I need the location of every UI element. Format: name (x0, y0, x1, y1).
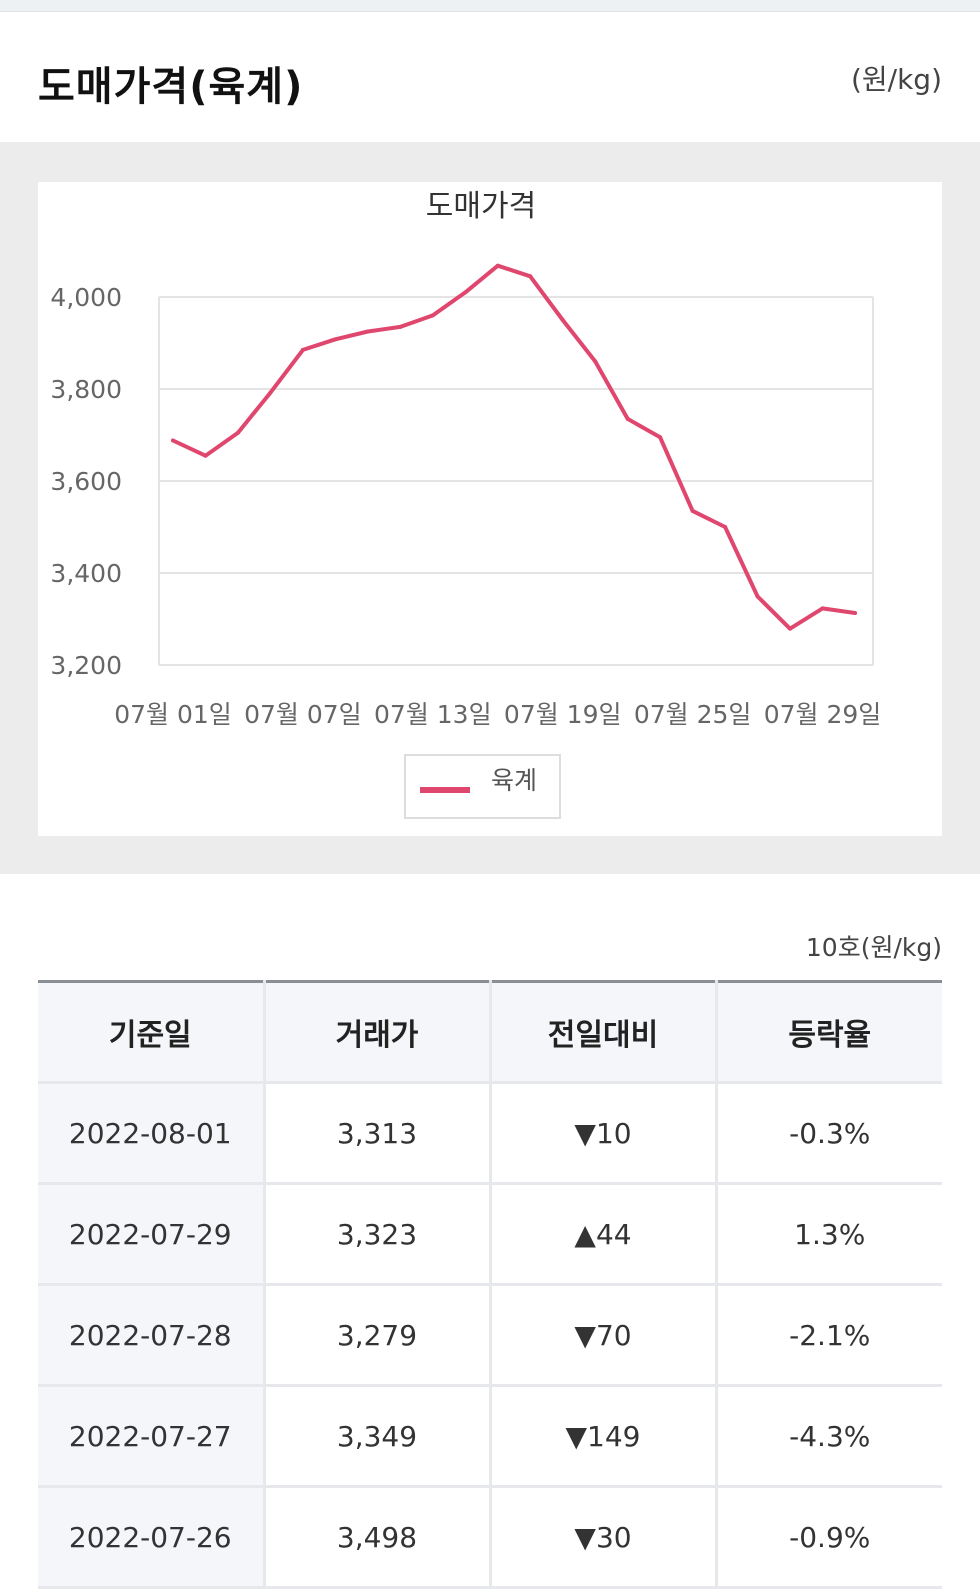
data-point (593, 359, 598, 364)
section-title: 도매가격(육계) (38, 64, 304, 110)
price-cell: 3,349 (264, 1385, 492, 1488)
x-tick-label: 07월 13일 (374, 700, 492, 729)
y-tick-label: 3,800 (50, 375, 122, 404)
x-tick-label: 07월 29일 (764, 700, 882, 729)
table-row: 2022-07-27 3,349 ▼149 -4.3% (38, 1385, 942, 1488)
x-tick-label: 07월 01일 (114, 700, 232, 729)
data-point (463, 290, 468, 295)
date-cell: 2022-08-01 (38, 1082, 266, 1185)
x-tick-label: 07월 19일 (504, 700, 622, 729)
data-point (853, 611, 857, 616)
price-cell: 3,498 (264, 1486, 492, 1589)
column-header-rate: 등락율 (716, 980, 942, 1084)
unit-label: (원/kg) (850, 63, 942, 96)
data-point (171, 438, 175, 443)
change-cell: ▼70 (490, 1284, 718, 1387)
grid-layer (158, 296, 874, 666)
price-cell: 3,323 (264, 1183, 492, 1286)
change-cell: ▼10 (490, 1082, 718, 1185)
price-cell: 3,279 (264, 1284, 492, 1387)
date-cell: 2022-07-26 (38, 1486, 266, 1589)
table-row: 2022-08-01 3,313 ▼10 -0.3% (38, 1082, 942, 1185)
y-tick-label: 3,600 (50, 467, 122, 496)
data-point (560, 318, 565, 322)
x-axis: 07월 01일 07월 07일 07월 13일 07월 19일 07월 25일 07월 2… (114, 700, 881, 729)
change-cell: ▼30 (490, 1486, 718, 1589)
rate-cell: -0.9% (716, 1486, 942, 1589)
data-point (625, 416, 630, 421)
data-point (235, 430, 240, 435)
column-header-date: 기준일 (38, 980, 266, 1084)
legend-label: 육계 (491, 766, 537, 795)
rate-cell: -2.1% (716, 1284, 942, 1387)
x-tick-label: 07월 25일 (634, 700, 752, 729)
y-tick-label: 3,400 (50, 559, 122, 588)
chart-title: 도매가격 (426, 189, 536, 224)
chart-band: 도매가격 4,000 3,800 3,600 3,400 3,200 07월 01일 07… (0, 142, 980, 874)
table-row: 2022-07-29 3,323 ▲44 1.3% (38, 1183, 942, 1286)
data-point (755, 594, 760, 599)
data-point (528, 274, 533, 279)
data-point (203, 453, 208, 458)
data-point (300, 347, 305, 352)
data-point (268, 390, 273, 395)
table-row: 2022-07-26 3,498 ▼30 -0.9% (38, 1486, 942, 1589)
y-tick-label: 3,200 (50, 651, 122, 680)
x-tick-label: 07월 07일 (244, 700, 362, 729)
data-point (495, 263, 500, 268)
data-point (365, 329, 370, 334)
y-axis: 4,000 3,800 3,600 3,400 3,200 (50, 283, 122, 680)
rate-cell: -4.3% (716, 1385, 942, 1488)
data-point (333, 337, 338, 342)
top-strip (0, 0, 980, 12)
rate-cell: 1.3% (716, 1183, 942, 1286)
date-cell: 2022-07-27 (38, 1385, 266, 1488)
legend: 육계 (404, 754, 561, 819)
y-tick-label: 4,000 (50, 283, 122, 312)
table-header-row: 기준일 거래가 전일대비 등락율 (38, 980, 942, 1084)
price-table: 기준일 거래가 전일대비 등락율 2022-08-01 3,313 ▼10 -0… (38, 980, 942, 1589)
data-point (690, 508, 695, 513)
series-layer (171, 263, 857, 631)
section-header: 도매가격(육계) (원/kg) (0, 12, 980, 142)
data-point (658, 435, 663, 440)
date-cell: 2022-07-28 (38, 1284, 266, 1387)
data-point (430, 313, 435, 318)
data-point (723, 525, 728, 529)
column-header-price: 거래가 (264, 980, 492, 1084)
price-cell: 3,313 (264, 1082, 492, 1185)
data-point (788, 626, 793, 631)
change-cell: ▲44 (490, 1183, 718, 1286)
series-line (171, 263, 857, 631)
change-cell: ▼149 (490, 1385, 718, 1488)
chart-card: 도매가격 4,000 3,800 3,600 3,400 3,200 07월 01일 07… (38, 182, 942, 836)
data-point (820, 606, 825, 611)
legend-box (404, 754, 561, 819)
data-point (398, 324, 403, 329)
table-unit-label: 10호(원/kg) (805, 933, 942, 962)
table-row: 2022-07-28 3,279 ▼70 -2.1% (38, 1284, 942, 1387)
column-header-change: 전일대비 (490, 980, 718, 1084)
rate-cell: -0.3% (716, 1082, 942, 1185)
date-cell: 2022-07-29 (38, 1183, 266, 1286)
